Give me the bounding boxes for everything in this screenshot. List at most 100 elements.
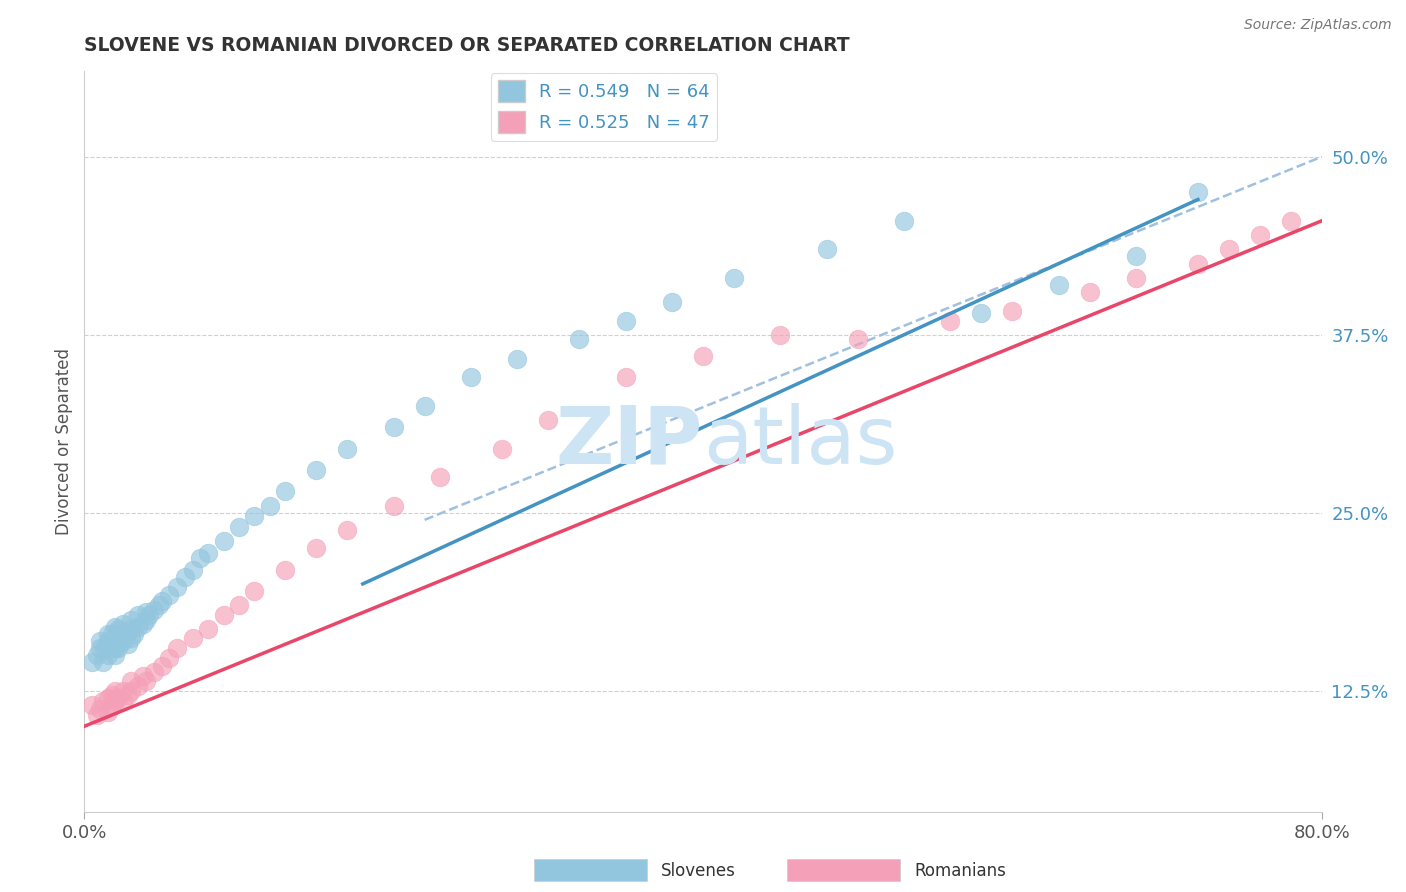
- Point: [723, 270, 745, 285]
- Point: [127, 608, 149, 623]
- Point: [614, 313, 637, 327]
- Point: [506, 351, 529, 366]
- Point: [96, 705, 118, 719]
- Point: [120, 623, 142, 637]
- Point: [96, 626, 118, 640]
- Point: [89, 640, 111, 655]
- Point: [112, 616, 135, 631]
- Point: [104, 683, 127, 698]
- Point: [138, 608, 160, 623]
- Point: [148, 599, 170, 613]
- Point: [166, 580, 188, 594]
- Point: [107, 623, 129, 637]
- Point: [174, 570, 197, 584]
- Point: [101, 633, 124, 648]
- Point: [181, 631, 204, 645]
- Point: [212, 534, 235, 549]
- Point: [1187, 186, 1209, 200]
- Point: [815, 243, 838, 257]
- Point: [135, 613, 157, 627]
- Text: Slovenes: Slovenes: [661, 862, 735, 880]
- Y-axis label: Divorced or Separated: Divorced or Separated: [55, 348, 73, 535]
- Point: [120, 613, 142, 627]
- Point: [104, 648, 127, 662]
- Point: [91, 655, 114, 669]
- Point: [101, 698, 124, 712]
- Point: [96, 648, 118, 662]
- Point: [122, 626, 145, 640]
- Point: [96, 640, 118, 655]
- Point: [104, 633, 127, 648]
- Point: [1249, 228, 1271, 243]
- Point: [1125, 270, 1147, 285]
- Point: [112, 626, 135, 640]
- Point: [939, 313, 962, 327]
- Point: [1279, 214, 1302, 228]
- Point: [491, 442, 513, 456]
- Point: [243, 584, 266, 599]
- Point: [1078, 285, 1101, 299]
- Point: [117, 688, 139, 702]
- Point: [86, 707, 108, 722]
- Text: SLOVENE VS ROMANIAN DIVORCED OR SEPARATED CORRELATION CHART: SLOVENE VS ROMANIAN DIVORCED OR SEPARATE…: [84, 36, 851, 54]
- Legend: R = 0.549   N = 64, R = 0.525   N = 47: R = 0.549 N = 64, R = 0.525 N = 47: [491, 73, 717, 141]
- Point: [117, 637, 139, 651]
- Point: [159, 651, 180, 665]
- Point: [228, 599, 250, 613]
- Point: [305, 541, 328, 556]
- Point: [127, 619, 149, 633]
- Point: [537, 413, 560, 427]
- Point: [107, 631, 129, 645]
- Point: [101, 626, 124, 640]
- Point: [107, 690, 129, 705]
- Point: [135, 673, 157, 688]
- Point: [93, 640, 115, 655]
- Point: [197, 623, 219, 637]
- Point: [159, 588, 180, 602]
- Point: [188, 551, 211, 566]
- Point: [846, 332, 869, 346]
- Point: [1047, 277, 1070, 292]
- Point: [150, 659, 173, 673]
- Point: [91, 694, 114, 708]
- Point: [1001, 303, 1024, 318]
- Point: [336, 523, 359, 537]
- Point: [96, 690, 118, 705]
- Point: [382, 420, 405, 434]
- Point: [127, 680, 149, 694]
- Point: [120, 631, 142, 645]
- Point: [132, 616, 155, 631]
- Point: [107, 640, 129, 655]
- Point: [120, 673, 142, 688]
- Point: [1218, 243, 1240, 257]
- Point: [89, 633, 111, 648]
- Point: [1187, 256, 1209, 270]
- Point: [769, 327, 792, 342]
- Point: [181, 563, 204, 577]
- Point: [274, 484, 297, 499]
- Point: [274, 563, 297, 577]
- Point: [197, 546, 219, 560]
- Point: [568, 332, 591, 346]
- Point: [82, 698, 104, 712]
- Text: Source: ZipAtlas.com: Source: ZipAtlas.com: [1244, 18, 1392, 32]
- Point: [692, 349, 714, 363]
- Point: [104, 619, 127, 633]
- Point: [228, 520, 250, 534]
- Point: [429, 470, 451, 484]
- Point: [243, 508, 266, 523]
- Point: [112, 633, 135, 648]
- Point: [893, 214, 915, 228]
- Point: [166, 640, 188, 655]
- Point: [305, 463, 328, 477]
- Text: Romanians: Romanians: [914, 862, 1005, 880]
- Point: [150, 594, 173, 608]
- Point: [460, 370, 482, 384]
- Point: [112, 683, 135, 698]
- Point: [112, 694, 135, 708]
- Point: [259, 499, 281, 513]
- Point: [382, 499, 405, 513]
- Point: [104, 640, 127, 655]
- Text: atlas: atlas: [703, 402, 897, 481]
- Point: [135, 606, 157, 620]
